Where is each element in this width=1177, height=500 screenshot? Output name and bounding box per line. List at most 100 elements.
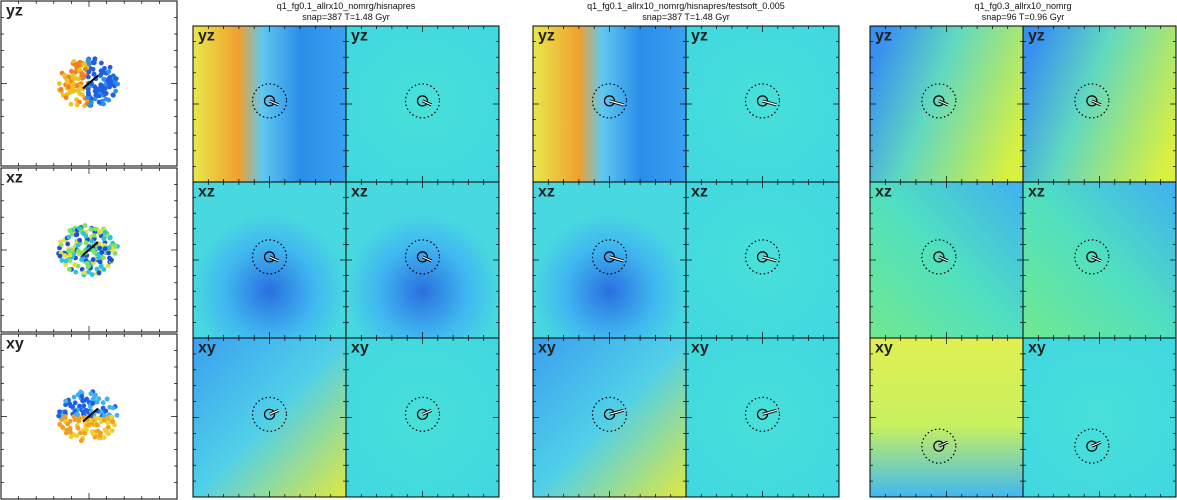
particle bbox=[105, 397, 110, 402]
map-panel bbox=[193, 26, 346, 182]
particle bbox=[103, 91, 108, 96]
group-subtitle: snap=96 T=0.96 Gyr bbox=[982, 12, 1064, 22]
map-panel bbox=[193, 182, 346, 338]
particle bbox=[67, 428, 72, 433]
particle bbox=[86, 270, 91, 275]
particle bbox=[77, 416, 82, 421]
map-panel bbox=[346, 338, 499, 497]
particle bbox=[113, 251, 118, 256]
particle bbox=[89, 239, 94, 244]
particle bbox=[102, 66, 107, 71]
particle bbox=[77, 226, 82, 231]
particle bbox=[102, 435, 107, 440]
particle bbox=[88, 391, 93, 396]
particle bbox=[75, 102, 80, 107]
particle bbox=[89, 100, 94, 105]
particle bbox=[95, 422, 100, 427]
particle bbox=[90, 401, 95, 406]
panel-label: yz bbox=[6, 2, 23, 19]
particle bbox=[63, 259, 68, 264]
particle bbox=[62, 73, 67, 78]
particle bbox=[81, 403, 86, 408]
panel-label: yz bbox=[538, 27, 555, 44]
map-panel bbox=[533, 182, 686, 338]
particle bbox=[97, 100, 102, 105]
particle bbox=[58, 239, 63, 244]
particle bbox=[57, 81, 62, 86]
map-panel bbox=[193, 338, 346, 497]
particle bbox=[74, 433, 79, 438]
panel-label: yz bbox=[691, 27, 708, 44]
particle bbox=[99, 71, 104, 76]
particle bbox=[68, 253, 73, 258]
particle bbox=[84, 427, 89, 432]
particle bbox=[63, 409, 68, 414]
particle bbox=[79, 438, 84, 443]
particle bbox=[77, 63, 82, 68]
particle bbox=[77, 238, 82, 243]
particle bbox=[109, 258, 114, 263]
map-panel bbox=[870, 338, 1023, 497]
group-subtitle: snap=387 T=1.48 Gyr bbox=[302, 12, 389, 22]
particle bbox=[67, 249, 72, 254]
panel-label: yz bbox=[875, 27, 892, 44]
particle bbox=[69, 102, 74, 107]
particle bbox=[108, 65, 113, 70]
particle bbox=[65, 241, 70, 246]
map-panel bbox=[346, 182, 499, 338]
particle bbox=[111, 93, 116, 98]
particle bbox=[80, 398, 85, 403]
particle bbox=[93, 227, 98, 232]
particle bbox=[59, 87, 64, 92]
particle bbox=[107, 245, 112, 250]
particle bbox=[60, 425, 65, 430]
particle bbox=[72, 395, 77, 400]
particle bbox=[84, 240, 89, 245]
map-panel bbox=[533, 26, 686, 182]
particle bbox=[90, 429, 95, 434]
particle bbox=[79, 257, 84, 262]
particle bbox=[69, 434, 74, 439]
particle bbox=[110, 428, 115, 433]
particle bbox=[63, 414, 68, 419]
particle bbox=[103, 97, 108, 102]
particle bbox=[98, 229, 103, 234]
particle bbox=[92, 250, 97, 255]
group-title: q1_fg0.3_allrx10_nomrg bbox=[974, 1, 1071, 11]
particle bbox=[66, 84, 71, 89]
particle bbox=[70, 76, 75, 81]
particle bbox=[83, 223, 88, 228]
particle bbox=[97, 433, 102, 438]
particle bbox=[80, 93, 85, 98]
particle bbox=[99, 61, 104, 66]
particle bbox=[113, 243, 118, 248]
particle bbox=[75, 232, 80, 237]
particle bbox=[77, 68, 82, 73]
particle bbox=[86, 58, 91, 63]
particle bbox=[64, 95, 69, 100]
particle bbox=[84, 261, 89, 266]
particle bbox=[65, 422, 70, 427]
particle bbox=[57, 409, 62, 414]
particle bbox=[66, 235, 71, 240]
particle bbox=[86, 69, 91, 74]
particle bbox=[115, 413, 120, 418]
particle bbox=[74, 412, 79, 417]
panel-label: xz bbox=[1028, 183, 1045, 200]
particle bbox=[69, 69, 74, 74]
panel-label: yz bbox=[351, 27, 368, 44]
panel-label: xz bbox=[351, 183, 368, 200]
particle bbox=[108, 75, 113, 80]
panel-label: xz bbox=[875, 183, 892, 200]
particle bbox=[110, 419, 115, 424]
particle bbox=[77, 404, 82, 409]
particle bbox=[99, 250, 104, 255]
particle bbox=[71, 84, 76, 89]
particle bbox=[97, 270, 102, 275]
particle bbox=[115, 82, 120, 87]
particle bbox=[101, 400, 106, 405]
panel-label: yz bbox=[198, 27, 215, 44]
panel-label: xy bbox=[6, 335, 24, 352]
particle bbox=[63, 253, 68, 258]
particle bbox=[106, 69, 111, 74]
